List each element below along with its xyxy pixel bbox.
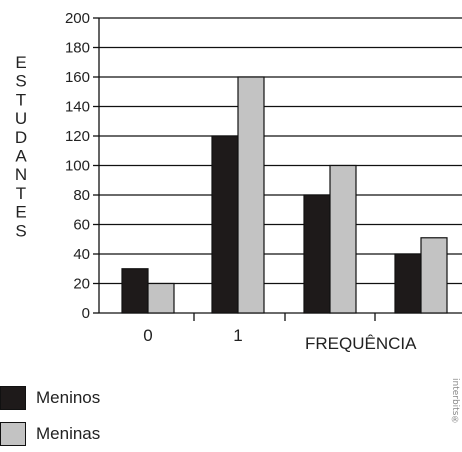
- legend-swatch-meninos: [0, 386, 26, 410]
- x-tick-label-1: 1: [233, 326, 242, 345]
- bar-meninas-2: [329, 164, 357, 314]
- y-tick-label-60: 60: [73, 217, 90, 234]
- y-tick-label-200: 200: [65, 10, 90, 27]
- legend-swatch-meninas: [0, 422, 26, 446]
- y-tick-label-140: 140: [65, 99, 90, 116]
- bar-meninas-1: [237, 76, 265, 314]
- y-axis-title-letter: A: [15, 147, 27, 166]
- bar-meninos-0: [121, 268, 149, 314]
- y-axis-ticks: 0 20 40 60 80 100 120 140 160 180 200: [65, 10, 100, 322]
- y-axis-title-letter: E: [15, 203, 26, 222]
- x-axis: 0 1 FREQUÊNCIA: [143, 313, 417, 353]
- y-axis-title-letter: N: [15, 165, 27, 184]
- x-tick-label-0: 0: [143, 326, 152, 345]
- watermark: interbits®: [450, 378, 460, 426]
- bar-meninas-3: [420, 237, 448, 314]
- y-axis-title-letter: E: [15, 53, 26, 72]
- y-axis-title-letter: T: [16, 184, 26, 203]
- y-axis-title-letter: S: [15, 221, 26, 240]
- legend-item-meninas: Meninas: [0, 416, 100, 452]
- y-tick-label-80: 80: [73, 187, 90, 204]
- y-axis-title-letter: D: [15, 128, 27, 147]
- y-tick-label-160: 160: [65, 69, 90, 86]
- legend: Meninos Meninas: [0, 380, 100, 452]
- legend-item-meninos: Meninos: [0, 380, 100, 416]
- y-tick-label-0: 0: [82, 305, 90, 322]
- bar-chart: 0 20 40 60 80 100 120 140 160 180 200 0 1 FREQUÊNCIA…: [15, 10, 462, 353]
- y-tick-label-20: 20: [73, 276, 90, 293]
- y-axis-title-letter: U: [15, 109, 27, 128]
- y-axis-title-letter: T: [16, 90, 26, 109]
- y-tick-label-100: 100: [65, 158, 90, 175]
- y-tick-label-40: 40: [73, 246, 90, 263]
- y-tick-label-180: 180: [65, 40, 90, 57]
- bar-meninos-1: [211, 135, 239, 314]
- legend-label-meninos: Meninos: [36, 388, 101, 407]
- bar-meninos-3: [394, 253, 422, 314]
- y-tick-label-120: 120: [65, 128, 90, 145]
- x-axis-title: FREQUÊNCIA: [305, 334, 417, 353]
- bar-meninas-0: [147, 282, 175, 314]
- bar-meninos-2: [303, 194, 331, 314]
- legend-label-meninas: Meninas: [36, 424, 101, 443]
- y-axis-title-letter: S: [15, 72, 26, 91]
- bars: [121, 76, 448, 314]
